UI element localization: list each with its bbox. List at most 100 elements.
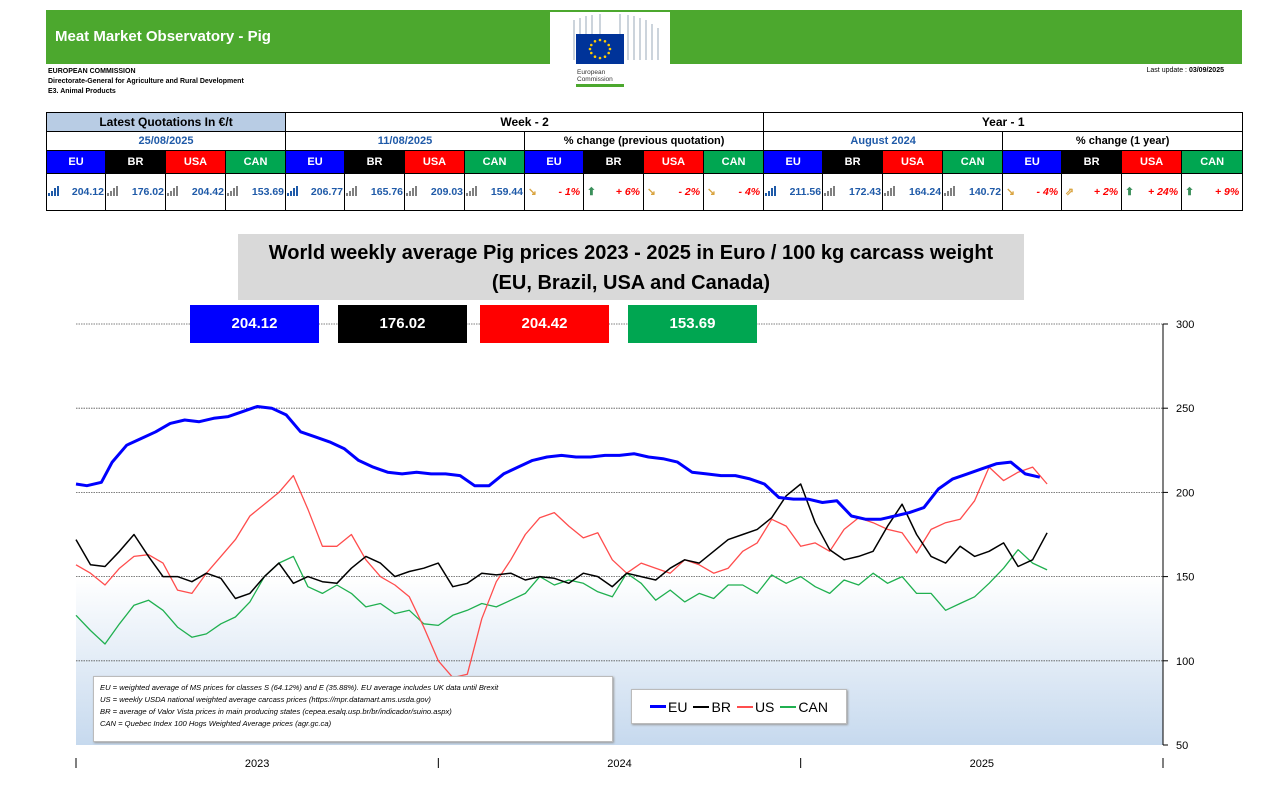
year-value-eu: 211.56 [763,173,824,211]
pct-text: - 1% [558,186,581,198]
legend-swatch [650,705,667,708]
eu-commission-logo: European Commission [550,12,670,88]
value-text: 176.02 [131,186,164,198]
value-text: 159.44 [490,186,524,198]
legend-item-us: US [736,698,775,715]
week-value-can: 159.44 [464,173,526,211]
value-text: 140.72 [969,186,1002,198]
page-title: Meat Market Observatory - Pig [55,28,271,45]
value-text: 165.76 [370,186,404,198]
arrow-up-icon: ⬆ [1185,186,1194,198]
arrow-down-icon: ↘ [707,186,716,198]
latest-value-can: 153.69 [224,173,287,211]
y-tick-label: 150 [1176,572,1194,584]
value-text: 204.12 [71,186,104,198]
latest-quotations-header: Latest Quotations In €/t [45,112,287,132]
arrow-down-icon: ↘ [647,186,656,198]
week-pct-usa: ↘ - 2% [643,173,705,211]
latest-value-br: 176.02 [105,173,166,211]
code-usa: USA [643,150,705,174]
logo-text-1: European [577,69,606,76]
code-can: CAN [942,150,1004,174]
bars-icon [765,186,779,198]
week-pct-br: ⬆ + 6% [583,173,645,211]
note-br: BR = average of Valor Vista prices in ma… [100,707,452,716]
legend-label: US [754,698,775,715]
bars-icon [48,186,62,198]
code-eu: EU [285,150,346,174]
value-text: 206.77 [310,186,344,198]
y-tick-label: 100 [1176,656,1194,668]
legend-item-eu: EU [650,699,687,715]
code-br: BR [583,150,645,174]
week-value-usa: 209.03 [404,173,466,211]
last-update-label: Last update : [1146,67,1187,74]
latest-date: 25/08/2025 [45,131,287,151]
arrow-up-right-icon: ⇗ [1065,186,1074,198]
x-tick-label: 2025 [970,758,994,770]
bars-icon [287,186,301,198]
year-value-br: 172.43 [822,173,884,211]
week-pct-eu: ↘ - 1% [524,173,585,211]
x-tick-label: 2023 [245,758,269,770]
legend-item-br: BR [693,699,731,715]
chart-title: World weekly average Pig prices 2023 - 2… [238,234,1024,300]
pct-text: + 24% [1148,186,1179,198]
value-text: 153.69 [251,186,285,198]
value-box-can: 153.69 [628,305,757,343]
legend-label: EU [668,698,688,715]
quotations-table: Latest Quotations In €/t Week - 2 Year -… [45,112,1244,211]
legend-label: CAN [798,698,828,715]
value-box-usa: 204.42 [480,305,609,343]
code-usa: USA [165,150,226,174]
bars-icon [167,186,181,198]
bars-icon [466,186,480,198]
code-eu: EU [46,150,106,174]
series-line-can [75,549,1048,645]
y-tick-label: 50 [1176,740,1188,752]
value-text: 172.43 [849,186,882,198]
bars-icon [406,186,420,198]
year-header: Year - 1 [763,112,1244,132]
year-pct-can: ⬆ + 9% [1181,173,1244,211]
value-box-br: 176.02 [338,305,467,343]
org-line: EUROPEAN COMMISSION [48,68,136,75]
year-date: August 2024 [763,131,1004,151]
bars-icon [346,186,360,198]
y-tick-label: 250 [1176,403,1194,415]
pct-text: + 6% [615,186,641,198]
legend-swatch [780,705,797,708]
code-br: BR [1061,150,1123,174]
legend-swatch [736,705,753,708]
code-br: BR [105,150,166,174]
bars-icon [884,186,898,198]
pct-text: + 2% [1093,186,1119,198]
note-us: US = weekly USDA national weighted avera… [100,695,431,704]
week-pct-header: % change (previous quotation) [524,131,765,151]
last-update: Last update : 03/09/2025 [1147,67,1224,74]
series-line-eu [75,405,1041,521]
year-pct-eu: ↘ - 4% [1002,173,1063,211]
week-header: Week - 2 [285,112,765,132]
week-pct-can: ↘ - 4% [703,173,765,211]
legend-item-can: CAN [780,699,828,715]
chart-title-line2: (EU, Brazil, USA and Canada) [491,272,771,294]
arrow-up-icon: ⬆ [587,186,596,198]
code-br: BR [344,150,406,174]
x-tick-label: 2024 [607,758,631,770]
pct-text: - 4% [738,186,761,198]
code-eu: EU [524,150,585,174]
legend-swatch [693,705,710,708]
bars-icon [824,186,838,198]
year-value-can: 140.72 [942,173,1004,211]
code-usa: USA [882,150,944,174]
last-update-value: 03/09/2025 [1188,67,1224,74]
pct-text: + 9% [1214,186,1240,198]
chart-legend: EU BR US CAN [631,689,847,724]
code-eu: EU [1002,150,1063,174]
arrow-up-icon: ⬆ [1125,186,1134,198]
code-can: CAN [1181,150,1244,174]
logo-text-2: Commission [577,76,613,83]
code-usa: USA [1121,150,1183,174]
week-value-eu: 206.77 [285,173,346,211]
